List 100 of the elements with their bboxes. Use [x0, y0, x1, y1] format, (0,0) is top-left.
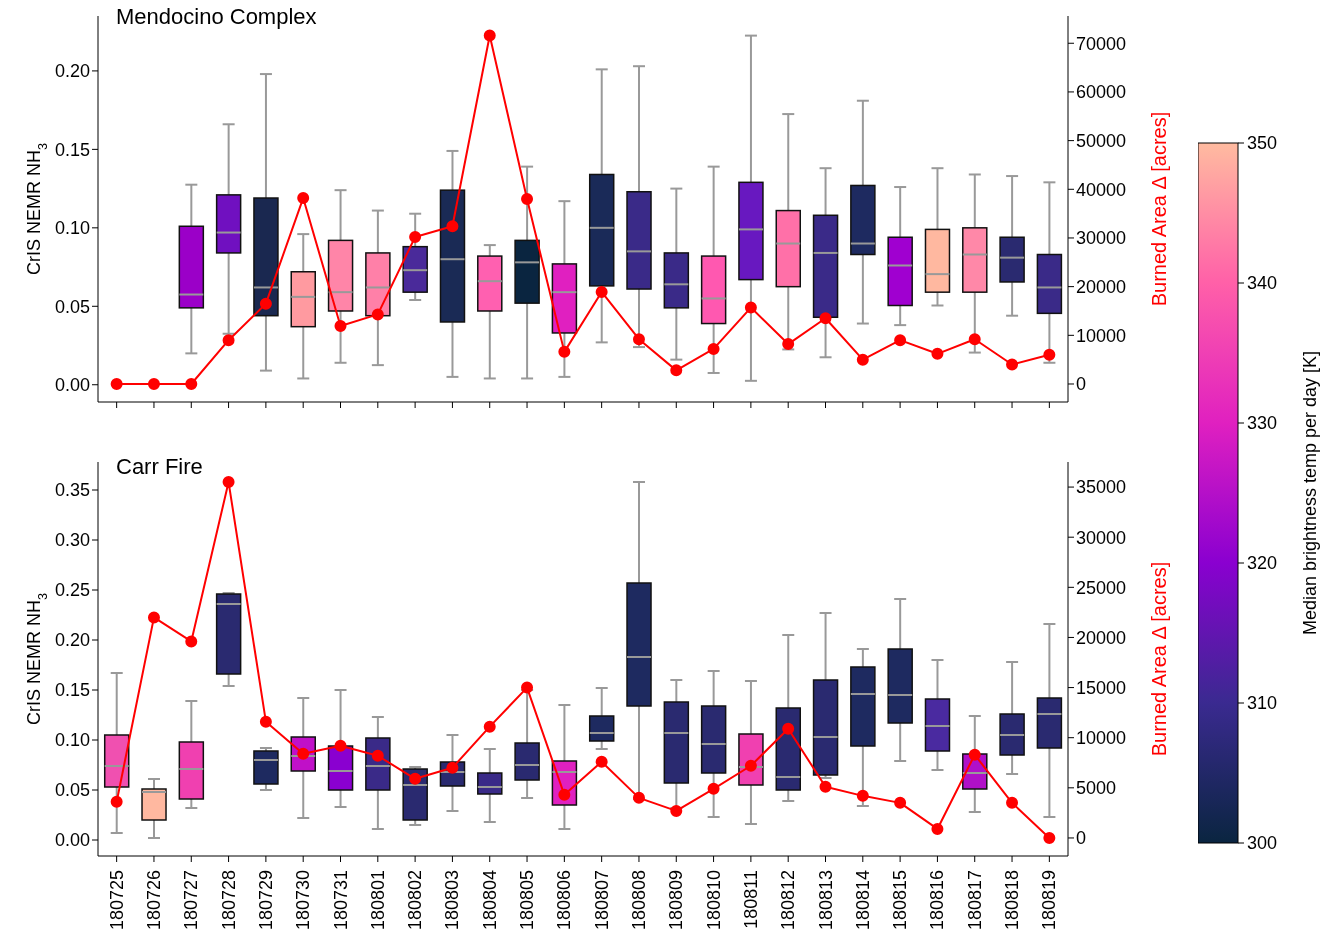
point — [483, 720, 496, 733]
x-tick-label: 180812 — [778, 870, 799, 931]
point — [1043, 348, 1056, 361]
x-tick-label: 180807 — [591, 870, 612, 931]
point — [744, 301, 757, 314]
x-tick-label: 180802 — [405, 870, 426, 931]
point — [185, 635, 198, 648]
x-tick-label: 180808 — [628, 870, 649, 931]
point — [931, 822, 944, 835]
point — [558, 788, 571, 801]
y2-axis-title: Burned Area Δ [acres] — [1148, 561, 1170, 757]
x-tick-label: 180810 — [703, 870, 724, 931]
point — [782, 338, 795, 351]
point — [371, 749, 384, 762]
point — [968, 748, 981, 761]
x-tick-label: 180815 — [890, 870, 911, 931]
x-tick-label: 180804 — [479, 870, 500, 931]
point — [744, 759, 757, 772]
point — [371, 308, 384, 321]
point — [856, 789, 869, 802]
y-tick-label: 0.15 — [54, 139, 90, 160]
point — [483, 29, 496, 42]
y-tick-label: 0.20 — [54, 630, 90, 651]
y2-tick-label: 5000 — [1076, 778, 1117, 799]
chart-title: Mendocino Complex — [116, 4, 317, 30]
x-tick-label: 180814 — [852, 870, 873, 931]
y2-axis-title: Burned Area Δ [acres] — [1148, 111, 1170, 307]
x-tick-label: 180811 — [740, 870, 761, 929]
y2-tick-label: 25000 — [1076, 577, 1127, 598]
x-tick-label: 180725 — [106, 870, 127, 931]
y2-tick-label: 0 — [1076, 374, 1087, 395]
y2-tick-label: 60000 — [1076, 82, 1127, 103]
x-tick-label: 180726 — [143, 870, 164, 931]
y-tick-label: 0.30 — [54, 530, 90, 551]
point — [1006, 358, 1019, 371]
y-tick-label: 0.00 — [54, 830, 90, 851]
y2-tick-label: 0 — [1076, 828, 1087, 849]
point — [670, 364, 683, 377]
x-tick-label: 180727 — [181, 870, 202, 931]
point — [409, 230, 422, 243]
point — [297, 192, 310, 205]
point — [409, 772, 422, 785]
x-tick-label: 180801 — [367, 870, 388, 931]
x-tick-label: 180729 — [255, 870, 276, 931]
point — [334, 739, 347, 752]
point — [110, 795, 123, 808]
x-tick-label: 180819 — [1039, 870, 1060, 931]
point — [707, 782, 720, 795]
y2-tick-label: 10000 — [1076, 728, 1127, 749]
point — [222, 476, 235, 489]
point — [259, 297, 272, 310]
y-tick-label: 0.10 — [54, 218, 90, 239]
point — [595, 755, 608, 768]
y2-tick-label: 10000 — [1076, 325, 1127, 346]
point — [931, 347, 944, 360]
point — [632, 333, 645, 346]
x-tick-label: 180728 — [218, 870, 239, 931]
point — [185, 377, 198, 390]
y2-tick-label: 15000 — [1076, 677, 1127, 698]
y-tick-label: 0.05 — [54, 780, 90, 801]
x-tick-label: 180803 — [442, 870, 463, 931]
point — [147, 377, 160, 390]
y2-tick-label: 40000 — [1076, 179, 1127, 200]
y-tick-label: 0.10 — [54, 730, 90, 751]
point — [1006, 796, 1019, 809]
x-tick-label: 180818 — [1002, 870, 1023, 931]
y-tick-label: 0.35 — [54, 480, 90, 501]
point — [670, 804, 683, 817]
y2-tick-label: 20000 — [1076, 627, 1127, 648]
color-bar-label: 330 — [1247, 413, 1278, 433]
point — [446, 220, 459, 233]
y2-tick-label: 20000 — [1076, 277, 1127, 298]
point — [707, 342, 720, 355]
y-tick-label: 0.25 — [54, 580, 90, 601]
color-bar-title: Median brightness temp per day [K] — [1300, 350, 1320, 636]
y2-tick-label: 35000 — [1076, 477, 1127, 498]
point — [782, 722, 795, 735]
y2-tick-label: 30000 — [1076, 228, 1127, 249]
point — [819, 780, 832, 793]
x-tick-label: 180805 — [517, 870, 538, 931]
y2-tick-label: 50000 — [1076, 131, 1127, 151]
y-tick-label: 0.20 — [54, 61, 90, 82]
point — [334, 320, 347, 333]
x-tick-label: 180817 — [964, 870, 985, 931]
y-tick-label: 0.15 — [54, 680, 90, 701]
point — [894, 334, 907, 347]
point — [595, 285, 608, 298]
point — [521, 681, 534, 694]
color-bar-label: 300 — [1247, 833, 1278, 853]
point — [521, 193, 534, 206]
x-tick-label: 180813 — [815, 870, 836, 931]
chart-title: Carr Fire — [116, 454, 203, 480]
color-bar-label: 310 — [1247, 693, 1278, 713]
point — [259, 715, 272, 728]
point — [894, 796, 907, 809]
y-tick-label: 0.00 — [54, 375, 90, 396]
point — [558, 345, 571, 358]
y2-tick-label: 70000 — [1076, 33, 1127, 54]
color-bar-label: 320 — [1247, 553, 1278, 573]
x-tick-label: 180730 — [293, 870, 314, 931]
